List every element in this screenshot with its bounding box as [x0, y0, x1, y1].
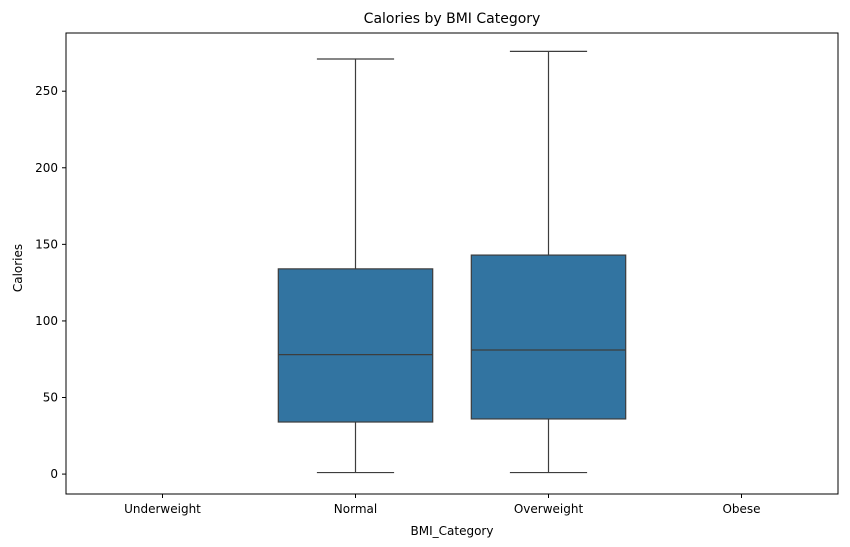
x-tick-label-1: Normal [334, 502, 377, 516]
iqr-box [277, 268, 434, 423]
y-tick-label-0: 0 [50, 467, 58, 481]
x-tick-label-0: Underweight [124, 502, 201, 516]
y-tick-label-3: 150 [35, 237, 58, 251]
y-tick-label-5: 250 [35, 84, 58, 98]
x-tick-label-3: Obese [722, 502, 760, 516]
y-tick-label-2: 100 [35, 314, 58, 328]
y-axis-label: Calories [11, 244, 25, 292]
box-normal [277, 58, 434, 474]
y-tick-label-4: 200 [35, 161, 58, 175]
x-axis-label: BMI_Category [411, 524, 494, 538]
plot-area: 0 50 100 150 200 250 Underweight Normal Overweig… [35, 50, 761, 516]
plot-frame [65, 32, 839, 495]
x-tick-label-2: Overweight [514, 502, 584, 516]
chart-title: Calories by BMI Category [364, 11, 541, 27]
iqr-box [470, 254, 627, 420]
y-tick-label-1: 50 [43, 391, 58, 405]
box-overweight [470, 50, 627, 474]
